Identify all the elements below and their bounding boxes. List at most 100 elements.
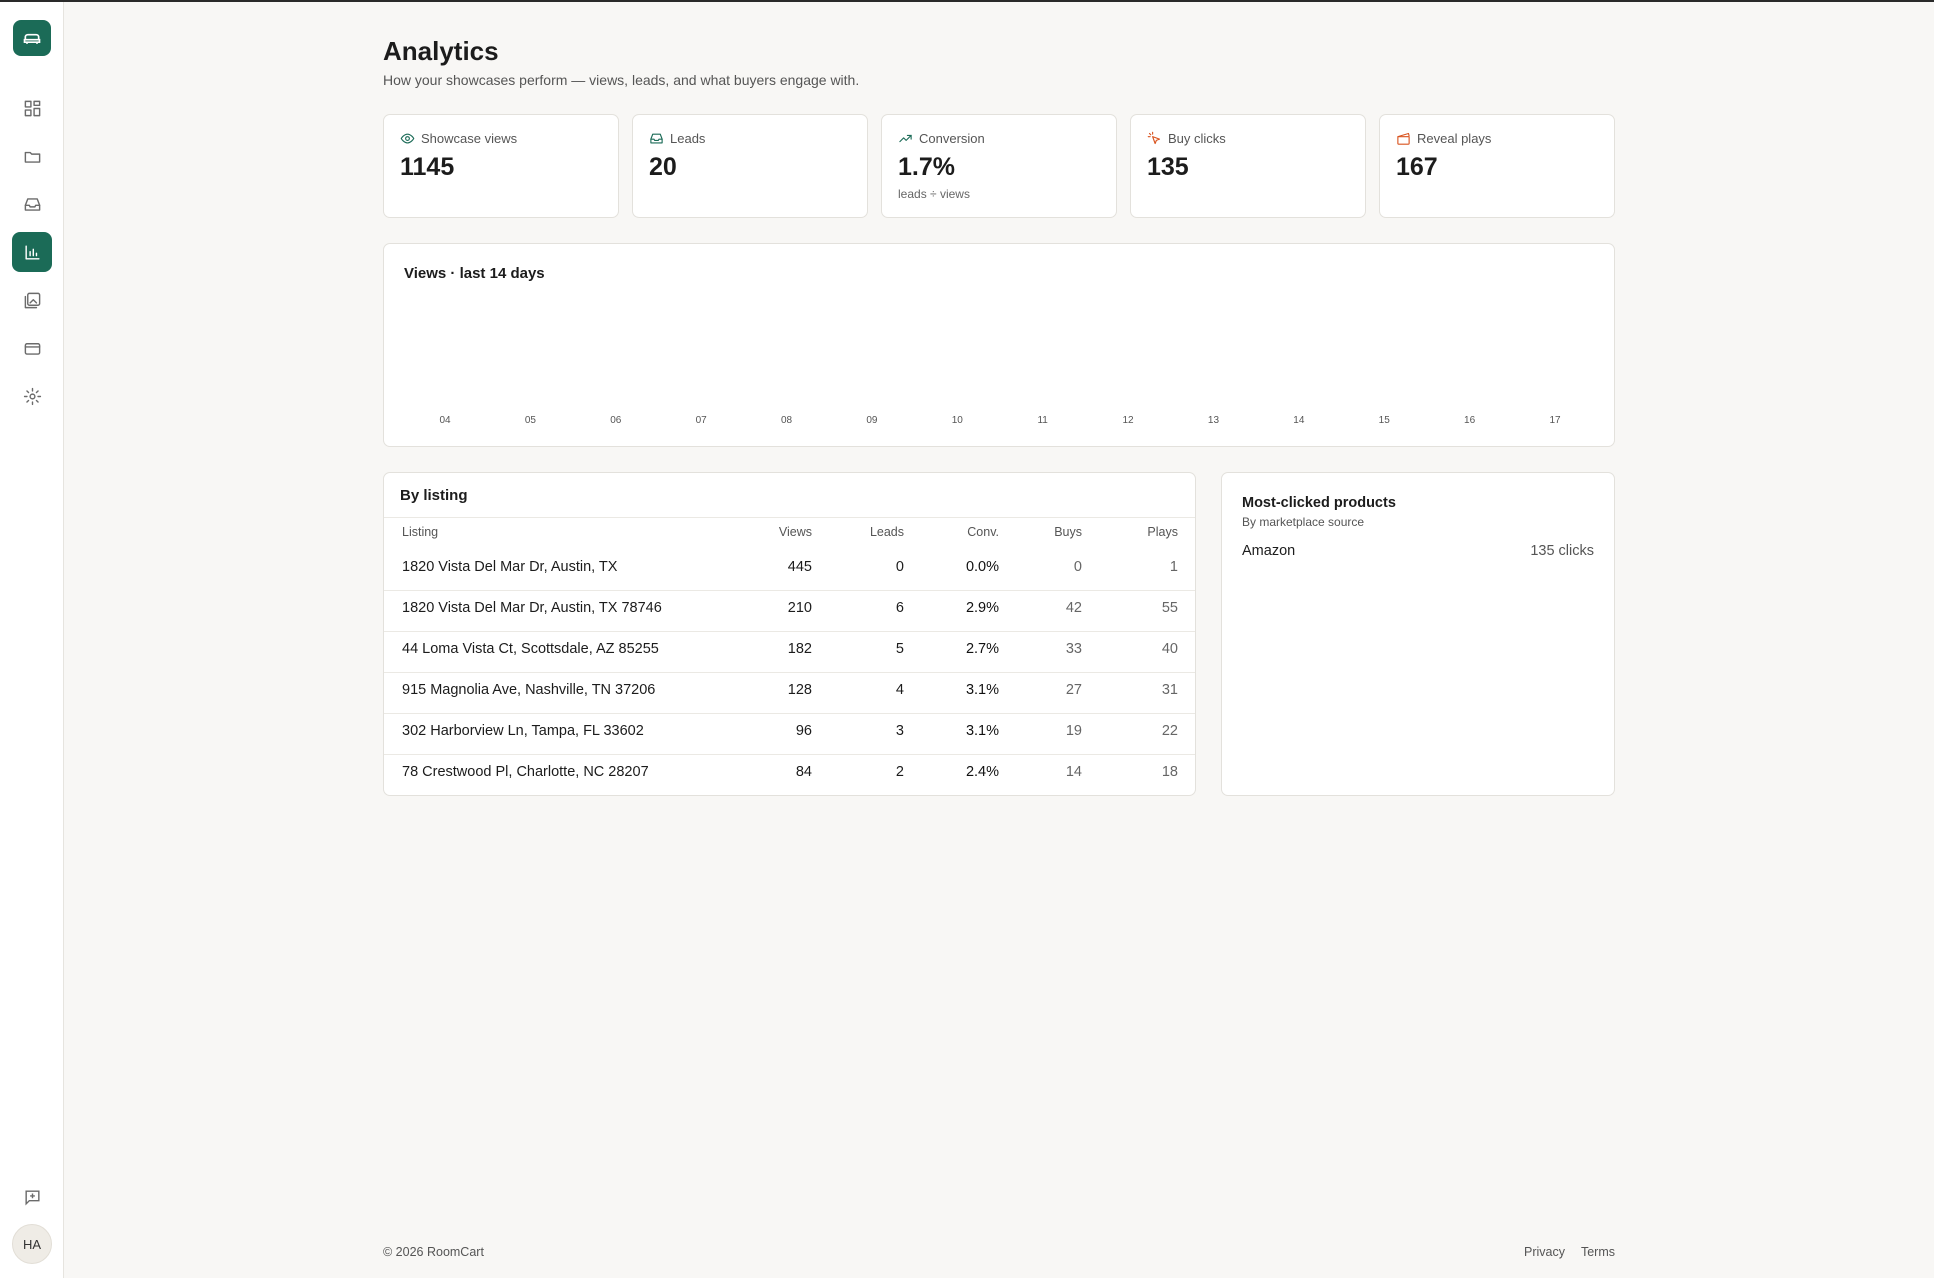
table-cell: 2 [895, 764, 904, 780]
x-tick-label: 17 [1549, 415, 1561, 426]
row-divider [384, 713, 1195, 714]
page-subtitle: How your showcases perform — views, lead… [383, 72, 860, 88]
stat-label: Showcase views [400, 131, 517, 146]
stat-label: Buy clicks [1147, 131, 1226, 146]
x-tick-label: 08 [780, 415, 793, 426]
nav-item[interactable] [12, 280, 52, 320]
sidebar: HA [0, 2, 64, 1278]
table-cell: 0 [1073, 559, 1082, 575]
table-cell: 3.1% [965, 682, 999, 698]
row-divider [384, 754, 1195, 755]
stat-card: Reveal plays 167 [1379, 114, 1615, 218]
x-tick-label: 10 [951, 415, 963, 426]
table-cell: 2.9% [965, 600, 999, 616]
stat-label: Reveal plays [1396, 131, 1491, 146]
row-divider [384, 672, 1195, 673]
x-tick-label: 15 [1378, 415, 1390, 426]
footer-links: Privacy Terms [1524, 1245, 1615, 1259]
listing-name: 915 Magnolia Ave, Nashville, TN 37206 [402, 682, 656, 698]
row-divider [384, 631, 1195, 632]
x-tick-label: 12 [1122, 415, 1134, 426]
column-header: Buys [1054, 525, 1082, 539]
listing-name: 78 Crestwood Pl, Charlotte, NC 28207 [402, 764, 649, 780]
table-cell: 5 [895, 641, 904, 657]
nav-item[interactable] [12, 328, 52, 368]
page-title: Analytics [383, 36, 499, 66]
listing-name: 302 Harborview Ln, Tampa, FL 33602 [402, 723, 644, 739]
row-divider [384, 590, 1195, 591]
x-tick-label: 05 [524, 415, 536, 426]
stat-value: 1145 [400, 153, 455, 181]
table-cell: 40 [1161, 641, 1178, 657]
stat-card: Buy clicks 135 [1130, 114, 1366, 218]
x-tick-label: 16 [1464, 415, 1476, 426]
nav-item[interactable] [12, 376, 52, 416]
stat-value: 135 [1147, 153, 1189, 181]
table-cell: 0.0% [965, 559, 999, 575]
chart-card: Views · last 14 days 04 05 06 07 08 09 10 11 12 1… [383, 243, 1615, 447]
table-title: By listing [400, 487, 468, 504]
table-cell: 96 [795, 723, 812, 739]
table-cell: 27 [1065, 682, 1082, 698]
column-header: Leads [869, 525, 904, 539]
stat-card: Showcase views 1145 [383, 114, 619, 218]
products-card: Most-clicked products By marketplace sou… [1221, 472, 1615, 796]
x-tick-label: 07 [695, 415, 707, 426]
table-cell: 2.4% [965, 764, 999, 780]
stat-label-text: Leads [670, 131, 706, 146]
table-cell: 3.1% [965, 723, 999, 739]
table-cell: 445 [787, 559, 812, 575]
table-cell: 210 [787, 600, 812, 616]
footer-link[interactable]: Privacy [1523, 1245, 1565, 1259]
column-header: Listing [402, 525, 439, 539]
table-cell: 6 [895, 600, 904, 616]
nav-item[interactable] [12, 136, 52, 176]
table-cell: 42 [1065, 600, 1082, 616]
avatar[interactable]: HA [12, 1224, 52, 1264]
stat-label: Conversion [898, 131, 985, 146]
stat-label-text: Reveal plays [1417, 131, 1492, 146]
table-cell: 1 [1169, 559, 1178, 575]
column-header: Plays [1147, 525, 1178, 539]
listing-name: 1820 Vista Del Mar Dr, Austin, TX [402, 559, 618, 575]
product-name: Amazon [1242, 543, 1296, 559]
stat-card: Conversion 1.7% leads ÷ views [881, 114, 1117, 218]
table-cell: 19 [1065, 723, 1082, 739]
nav-item[interactable] [12, 184, 52, 224]
feedback-button[interactable] [12, 1177, 52, 1217]
table-cell: 84 [795, 764, 812, 780]
x-tick-label: 14 [1293, 415, 1305, 426]
products-subtitle: By marketplace source [1242, 515, 1365, 529]
listing-name: 44 Loma Vista Ct, Scottsdale, AZ 85255 [402, 641, 659, 657]
table-cell: 22 [1161, 723, 1178, 739]
listing-name: 1820 Vista Del Mar Dr, Austin, TX 78746 [402, 600, 662, 616]
column-header: Conv. [967, 525, 999, 539]
stat-label-text: Conversion [919, 131, 985, 146]
stat-card: Leads 20 [632, 114, 868, 218]
table-cell: 0 [895, 559, 904, 575]
products-title: Most-clicked products [1242, 495, 1396, 511]
table-cell: 4 [895, 682, 904, 698]
listing-table: By listing Listing Views Leads Conv. Buys Pla… [383, 472, 1196, 796]
stat-value: 20 [649, 153, 677, 181]
table-cell: 128 [787, 682, 812, 698]
stat-note: leads ÷ views [898, 187, 970, 201]
table-cell: 55 [1161, 600, 1178, 616]
stat-value: 1.7% [898, 153, 955, 181]
table-cell: 182 [787, 641, 812, 657]
x-tick-label: 09 [866, 415, 878, 426]
column-header: Views [778, 525, 812, 539]
x-tick-label: 13 [1207, 415, 1220, 426]
nav-item[interactable] [12, 88, 52, 128]
table-cell: 31 [1161, 682, 1178, 698]
logo[interactable] [13, 20, 51, 56]
footer-link[interactable]: Terms [1580, 1245, 1615, 1259]
table-cell: 14 [1065, 764, 1082, 780]
table-cell: 3 [895, 723, 904, 739]
stat-label: Leads [649, 131, 705, 146]
nav-item[interactable] [12, 232, 52, 272]
stat-value: 167 [1396, 153, 1438, 181]
x-tick-label: 04 [439, 415, 451, 426]
chart-title: Views · last 14 days [404, 265, 545, 282]
